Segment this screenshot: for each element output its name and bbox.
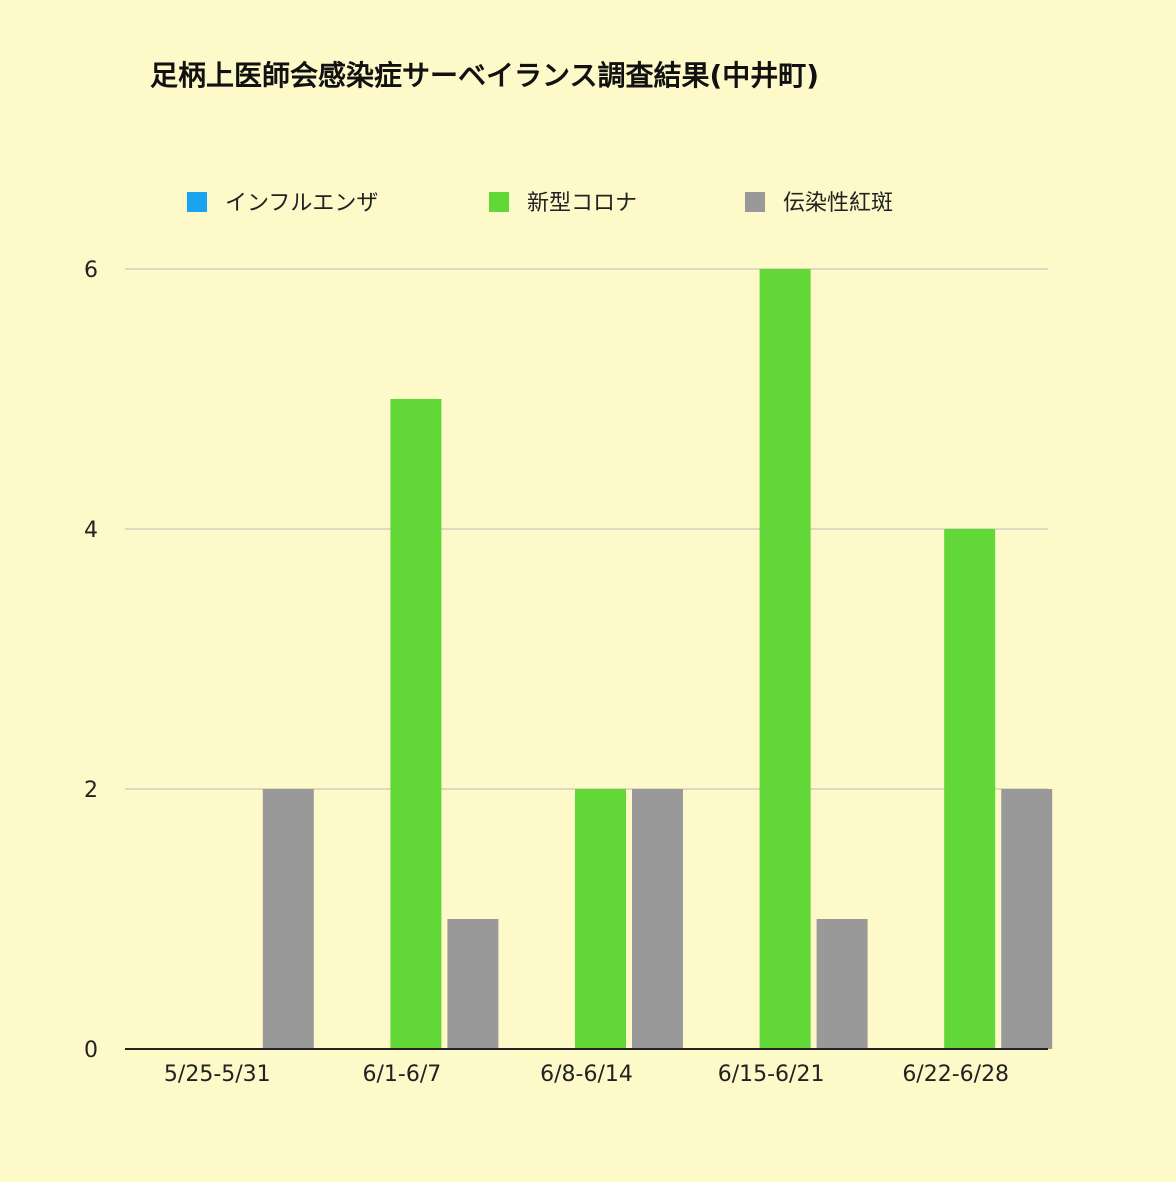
bar: [632, 789, 683, 1049]
x-tick-label: 6/1-6/7: [363, 1062, 442, 1087]
x-tick-label: 6/8-6/14: [540, 1062, 633, 1087]
legend-label: インフルエンザ: [225, 191, 378, 216]
chart-title: 足柄上医師会感染症サーベイランス調査結果(中井町): [150, 59, 819, 92]
legend-label: 新型コロナ: [527, 191, 637, 216]
y-tick-label: 2: [84, 778, 98, 803]
y-tick-label: 4: [84, 518, 98, 543]
x-tick-label: 6/22-6/28: [902, 1062, 1009, 1087]
bar: [759, 269, 811, 1049]
y-axis-ticks: 0 2 4 6: [84, 258, 98, 1063]
legend-swatch: [745, 192, 765, 212]
legend-swatch: [489, 192, 509, 212]
bar: [575, 789, 626, 1049]
bar: [447, 919, 499, 1049]
bar: [944, 529, 996, 1049]
y-tick-label: 6: [84, 258, 98, 283]
legend: インフルエンザ 新型コロナ 伝染性紅斑: [187, 191, 893, 216]
legend-swatch: [187, 192, 207, 212]
bar: [262, 789, 314, 1049]
bar: [390, 399, 442, 1049]
bar: [816, 919, 868, 1049]
y-tick-label: 0: [84, 1038, 98, 1063]
x-axis-ticks: 5/25-5/31 6/1-6/7 6/8-6/14 6/15-6/21 6/22-6/…: [164, 1062, 1009, 1087]
legend-label: 伝染性紅斑: [783, 191, 893, 216]
bar: [1001, 789, 1053, 1049]
x-tick-label: 6/15-6/21: [718, 1062, 825, 1087]
x-tick-label: 5/25-5/31: [164, 1062, 271, 1087]
bars: [262, 269, 1053, 1049]
